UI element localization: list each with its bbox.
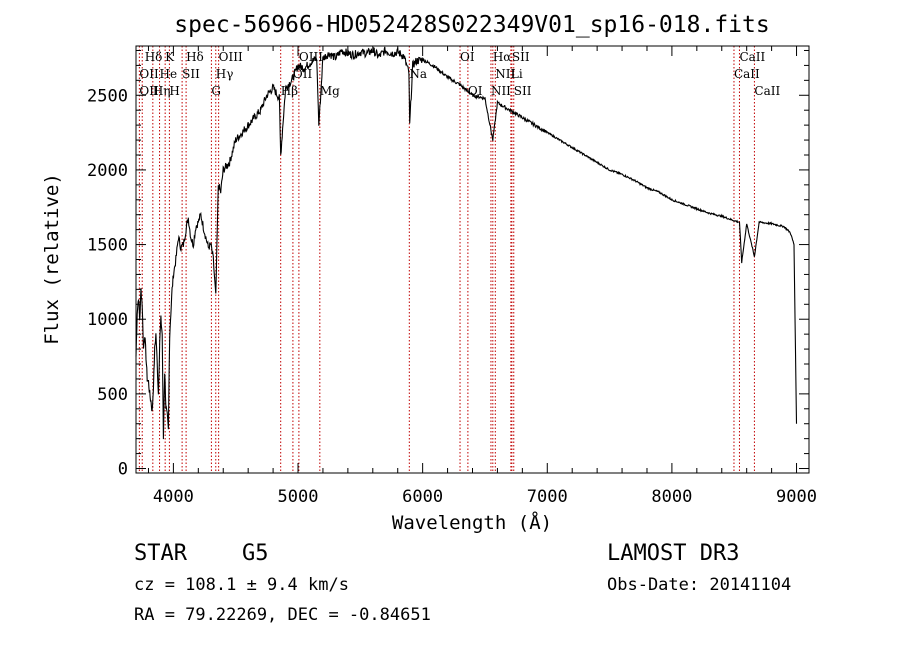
line-label-7: SII: [512, 50, 530, 64]
y-tick-label-2: 1000: [87, 310, 128, 330]
line-label-17: CaII: [734, 67, 760, 81]
object-subclass: G5: [242, 541, 269, 566]
observation-date: Obs-Date: 20141104: [607, 575, 791, 595]
line-label-11: SII: [182, 67, 200, 81]
line-label-15: NII: [495, 67, 515, 81]
line-label-26: SII: [514, 84, 532, 98]
chart-title: spec-56966-HD052428S022349V01_sp16-018.f…: [174, 12, 769, 38]
line-label-5: OI: [460, 50, 475, 64]
y-tick-label-5: 2500: [87, 86, 128, 106]
line-label-8: CaII: [739, 50, 765, 64]
x-tick-label-1: 5000: [278, 487, 319, 507]
x-tick-label-2: 6000: [402, 487, 443, 507]
line-label-21: G: [211, 84, 221, 98]
line-label-13: OII: [293, 67, 313, 81]
line-label-3: OIII: [219, 50, 243, 64]
line-label-2: Hδ: [186, 50, 204, 64]
line-label-10: He: [160, 67, 178, 81]
spectrum-series-line: [135, 46, 798, 440]
line-label-12: Hγ: [216, 67, 234, 81]
x-tick-label-0: 4000: [153, 487, 194, 507]
line-label-4: OIII: [299, 50, 323, 64]
coordinates: RA = 79.22269, DEC = -0.84651: [134, 605, 431, 625]
line-label-27: CaII: [754, 84, 780, 98]
y-tick-label-0: 0: [118, 460, 128, 480]
spectral-line-markers: [138, 46, 755, 473]
object-type: STAR: [134, 541, 188, 566]
x-axis-label: Wavelength (Å): [392, 511, 552, 534]
x-tick-label-3: 7000: [527, 487, 568, 507]
x-tick-label-4: 8000: [651, 487, 692, 507]
line-label-9: OII: [139, 67, 159, 81]
y-axis-ticks: 0 500 1000 1500 2000 2500: [87, 49, 809, 480]
line-label-18: OII: [139, 84, 159, 98]
line-label-1: K: [165, 50, 175, 64]
line-label-23: Mg: [320, 84, 340, 98]
y-tick-label-1: 500: [97, 385, 128, 405]
line-label-16: Li: [511, 67, 523, 81]
y-tick-label-3: 1500: [87, 236, 128, 256]
line-label-6: Hα: [493, 50, 512, 64]
line-label-14: Na: [409, 67, 427, 81]
y-axis-label: Flux (relative): [41, 173, 63, 345]
line-label-20: H: [169, 84, 179, 98]
survey-name: LAMOST DR3: [607, 541, 739, 566]
line-label-19: Hη: [153, 84, 171, 98]
y-tick-label-4: 2000: [87, 161, 128, 181]
line-label-0: Hδ: [145, 50, 163, 64]
x-axis-ticks: 4000 5000 6000 7000 8000 9000: [147, 46, 817, 507]
plot-frame: [135, 45, 810, 474]
x-tick-label-5: 9000: [776, 487, 817, 507]
line-label-25: NII: [491, 84, 511, 98]
redshift-velocity: cz = 108.1 ± 9.4 km/s: [134, 575, 349, 595]
